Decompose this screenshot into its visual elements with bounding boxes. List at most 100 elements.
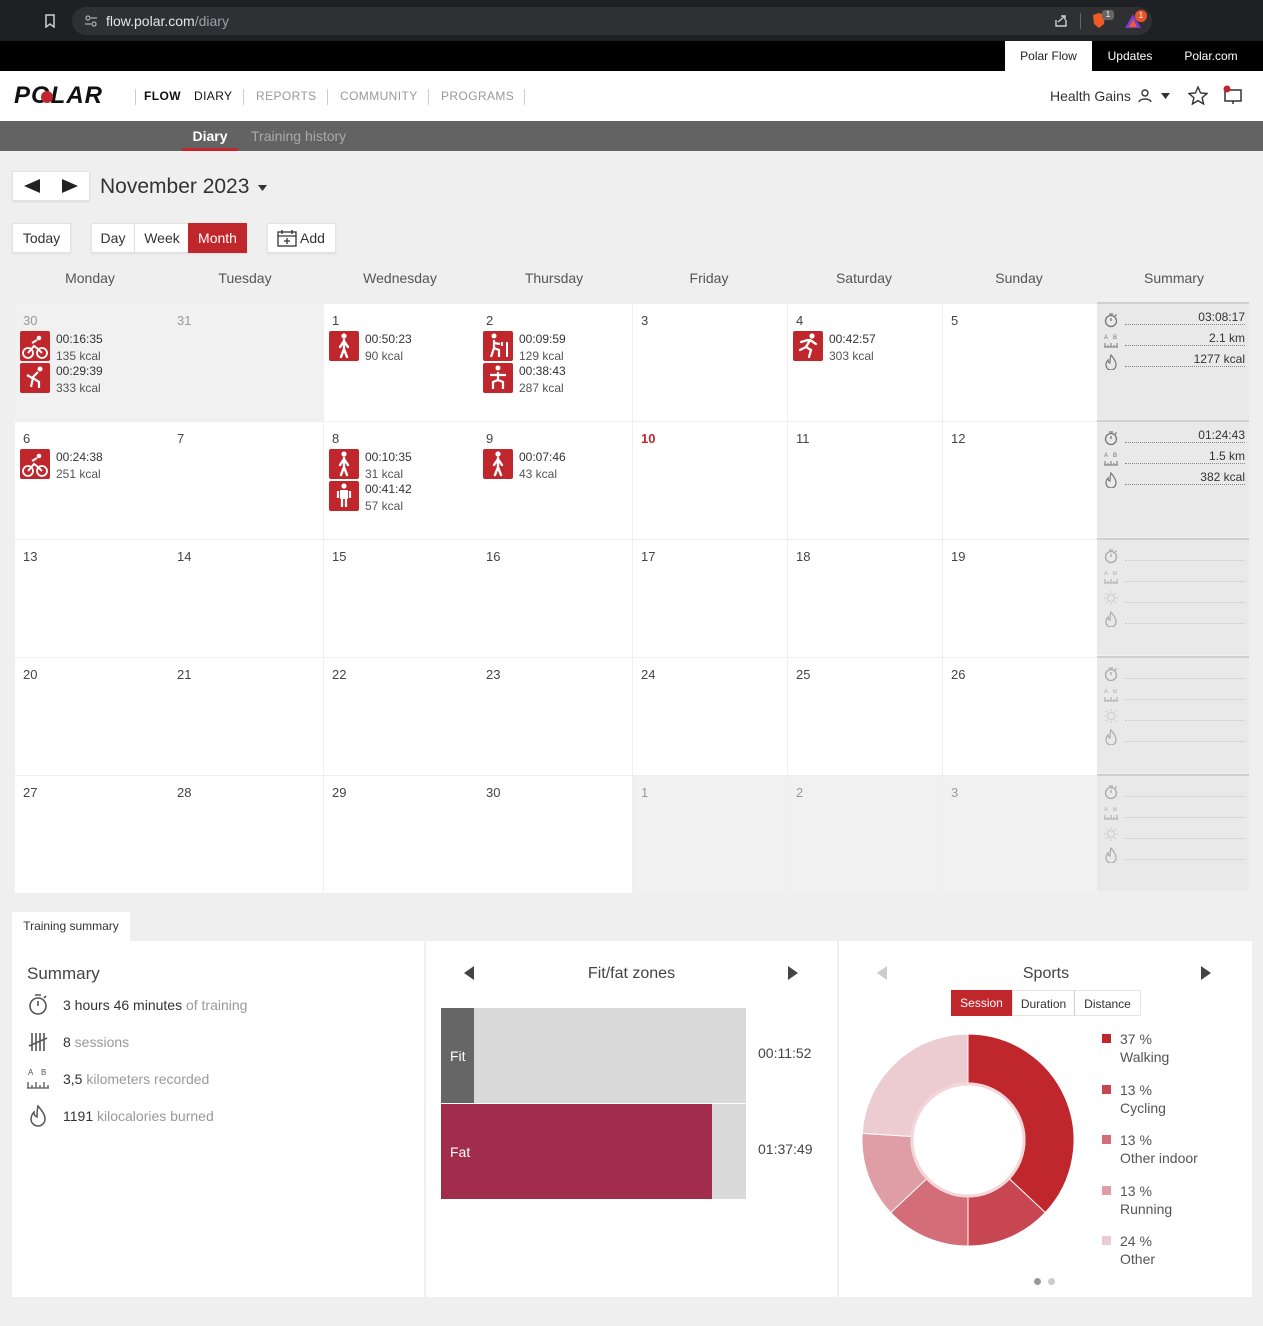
calendar-day-cell[interactable]: 10 — [633, 422, 787, 539]
calendar-day-cell[interactable]: 30 00:16:35 135 kcal 00:29:39 333 kcal — [15, 304, 169, 421]
calendar-day-cell[interactable]: 3 — [633, 304, 787, 421]
polar-flow-link[interactable]: Polar Flow — [1005, 41, 1092, 71]
calendar-day-cell[interactable]: 9 00:07:46 43 kcal — [478, 422, 632, 539]
calendar-day-cell[interactable]: 5 — [943, 304, 1097, 421]
calendar-day-cell[interactable]: 25 — [788, 658, 942, 775]
calendar-day-cell[interactable]: 8 00:10:35 31 kcal 00:41:42 57 kcal — [324, 422, 478, 539]
calendar-day-cell[interactable]: 26 — [943, 658, 1097, 775]
calendar-day-cell[interactable]: 28 — [169, 776, 323, 893]
share-icon[interactable] — [1054, 14, 1068, 28]
calendar-day-cell[interactable]: 2 00:09:59 129 kcal 00:38:43 287 kcal — [478, 304, 632, 421]
calendar-day-cell[interactable]: 3 — [943, 776, 1097, 893]
training-session-entry[interactable]: 00:16:35 135 kcal — [20, 331, 165, 363]
calendar-day-cell[interactable]: 27 — [15, 776, 169, 893]
calendar-day-cell[interactable]: 12 — [943, 422, 1097, 539]
sports-tab-distance[interactable]: Distance — [1074, 990, 1141, 1016]
training-session-entry[interactable]: 00:10:35 31 kcal — [329, 449, 474, 481]
calendar-day-cell[interactable]: 15 — [324, 540, 478, 657]
calendar-day-cell[interactable]: 4 00:42:57 303 kcal — [788, 304, 942, 421]
pager-dot-active[interactable] — [1034, 1278, 1041, 1285]
view-month-button[interactable]: Month — [188, 223, 247, 253]
calendar-day-cell[interactable]: 6 00:24:38 251 kcal — [15, 422, 169, 539]
session-calories: 303 kcal — [829, 349, 874, 363]
sports-prev-icon[interactable] — [877, 966, 887, 980]
training-session-entry[interactable]: 00:29:39 333 kcal — [20, 363, 165, 395]
month-label[interactable]: November 2023 — [100, 175, 250, 198]
calendar-day-cell[interactable]: 22 — [324, 658, 478, 775]
fitfat-next-icon[interactable] — [788, 966, 798, 980]
calendar-day-cell[interactable]: 7 — [169, 422, 323, 539]
summary-suffix: sessions — [70, 1034, 130, 1050]
training-session-entry[interactable]: 00:07:46 43 kcal — [483, 449, 628, 481]
nav-flow[interactable]: FLOW — [144, 89, 181, 103]
summary-suffix: kilocalories burned — [93, 1108, 214, 1124]
nav-reports[interactable]: REPORTS — [256, 89, 317, 103]
subnav-training-history[interactable]: Training history — [251, 128, 347, 144]
bookmark-icon[interactable] — [44, 14, 56, 28]
calendar-day-cell[interactable]: 11 — [788, 422, 942, 539]
calendar-day-cell[interactable]: 16 — [478, 540, 632, 657]
training-session-entry[interactable]: 00:41:42 57 kcal — [329, 481, 474, 513]
polar-logo[interactable]: POLAR — [14, 82, 103, 109]
calendar-day-cell[interactable]: 19 — [943, 540, 1097, 657]
training-session-entry[interactable]: 00:42:57 303 kcal — [793, 331, 938, 363]
user-name[interactable]: Health Gains — [1050, 88, 1131, 104]
week-summary-cell[interactable]: 01:24:43 A B 1.5 km 382 kcal — [1097, 420, 1249, 537]
user-menu-caret-icon[interactable] — [1161, 93, 1170, 99]
zone-bar-time: 00:11:52 — [758, 1045, 812, 1061]
favorites-star-icon[interactable] — [1188, 86, 1208, 105]
summary-panel: Summary 3 hours 46 minutes of training 8 … — [12, 941, 424, 1297]
training-session-entry[interactable]: 00:38:43 287 kcal — [483, 363, 628, 395]
nav-diary[interactable]: DIARY — [194, 89, 233, 103]
sync-device-icon[interactable] — [1222, 85, 1244, 105]
training-summary-tab[interactable]: Training summary — [12, 912, 130, 941]
address-bar[interactable]: flow.polar.com/diary 1 1 — [72, 7, 1152, 35]
calendar-day-cell[interactable]: 24 — [633, 658, 787, 775]
day-number: 17 — [641, 549, 656, 564]
view-day-button[interactable]: Day — [92, 224, 135, 252]
calendar-day-cell[interactable]: 30 — [478, 776, 632, 893]
session-calories: 135 kcal — [56, 349, 101, 363]
calendar-day-cell[interactable]: 18 — [788, 540, 942, 657]
site-info-icon[interactable] — [84, 15, 98, 27]
updates-link[interactable]: Updates — [1107, 49, 1153, 63]
stopwatch-icon — [1104, 785, 1118, 800]
calendar-day-cell[interactable]: 23 — [478, 658, 632, 775]
user-icon[interactable] — [1138, 89, 1152, 103]
calendar-day-cell[interactable]: 1 00:50:23 90 kcal — [324, 304, 478, 421]
today-button[interactable]: Today — [12, 223, 71, 253]
nav-community[interactable]: COMMUNITY — [340, 89, 418, 103]
subnav-diary[interactable]: Diary — [182, 121, 238, 151]
calendar-day-cell[interactable]: 29 — [324, 776, 478, 893]
calendar-day-cell[interactable]: 20 — [15, 658, 169, 775]
pager-dot[interactable] — [1048, 1278, 1055, 1285]
training-session-entry[interactable]: 00:50:23 90 kcal — [329, 331, 474, 363]
calendar-day-cell[interactable]: 13 — [15, 540, 169, 657]
calendar-day-cell[interactable]: 31 — [169, 304, 323, 421]
logo-dot — [41, 91, 53, 103]
calendar-day-cell[interactable]: 1 — [633, 776, 787, 893]
week-summary-cell[interactable]: 03:08:17 A B 2.1 km 1277 kcal — [1097, 302, 1249, 419]
fitfat-prev-icon[interactable] — [464, 966, 474, 980]
calendar-day-cell[interactable]: 17 — [633, 540, 787, 657]
sports-tab-session[interactable]: Session — [951, 990, 1012, 1016]
view-week-button[interactable]: Week — [144, 230, 180, 246]
training-session-entry[interactable]: 00:24:38 251 kcal — [20, 449, 165, 481]
next-month-button[interactable] — [62, 179, 78, 193]
sports-next-icon[interactable] — [1201, 966, 1211, 980]
previous-month-button[interactable] — [24, 179, 40, 193]
polar-com-link[interactable]: Polar.com — [1184, 49, 1238, 63]
calendar-day-cell[interactable]: 2 — [788, 776, 942, 893]
training-session-entry[interactable]: 00:09:59 129 kcal — [483, 331, 628, 363]
day-number: 16 — [486, 549, 501, 564]
month-dropdown-caret-icon[interactable] — [258, 185, 267, 191]
calendar-day-cell[interactable]: 21 — [169, 658, 323, 775]
brave-rewards-icon[interactable] — [1124, 13, 1142, 29]
calendar-day-cell[interactable]: 14 — [169, 540, 323, 657]
nav-programs[interactable]: PROGRAMS — [441, 89, 515, 103]
sports-tab-duration[interactable]: Duration — [1012, 990, 1074, 1016]
